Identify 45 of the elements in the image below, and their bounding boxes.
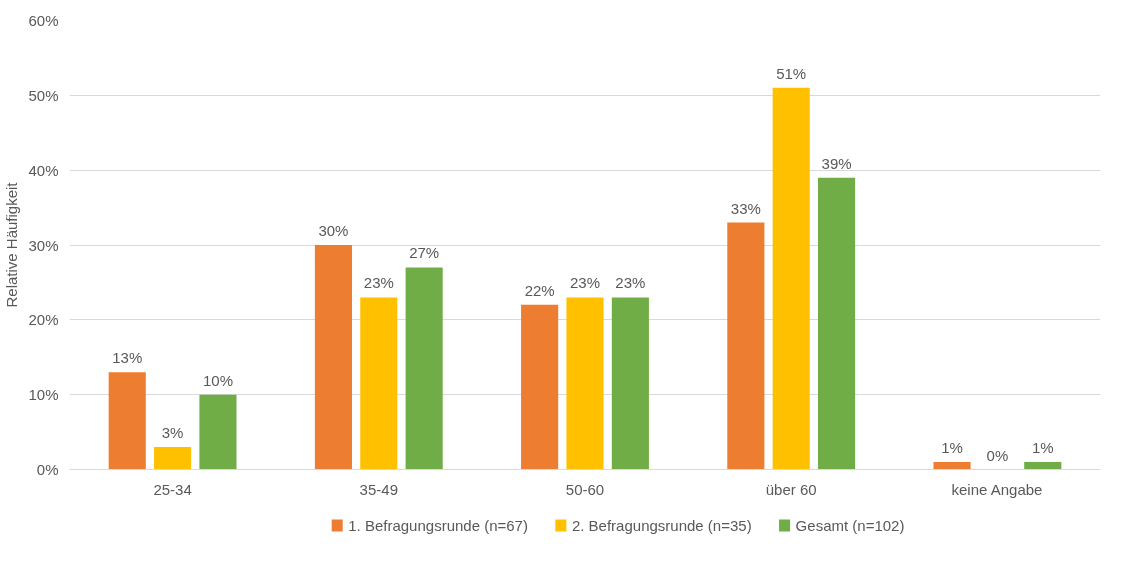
legend-label: Gesamt (n=102) (795, 517, 905, 534)
data-label: 27% (409, 244, 440, 262)
y-tick-label: 60% (28, 12, 59, 29)
bar (611, 297, 649, 470)
data-label: 23% (615, 274, 646, 292)
data-label: 30% (318, 222, 349, 239)
bar (933, 462, 971, 470)
data-label: 13% (112, 349, 143, 367)
data-label: 22% (524, 281, 555, 299)
bar (772, 87, 810, 470)
y-tick-label: 10% (28, 386, 59, 404)
bar (566, 297, 604, 470)
y-tick-label: 0% (36, 461, 59, 478)
bar (199, 394, 237, 470)
bar (818, 177, 856, 470)
data-label: 33% (730, 199, 761, 217)
legend-label: 2. Befragungsrunde (n=35) (571, 517, 752, 534)
data-label: 1% (941, 439, 963, 457)
data-label: 23% (363, 274, 394, 292)
data-label: 3% (161, 424, 184, 442)
legend-label: 1. Befragungsrunde (n=67) (348, 517, 528, 534)
bar (360, 297, 398, 470)
y-tick-label: 30% (28, 236, 59, 254)
y-tick-label: 50% (28, 86, 59, 104)
bar (314, 245, 352, 470)
bar (521, 304, 559, 470)
bar (1024, 462, 1062, 470)
y-axis-title: Relative Häufigkeit (3, 181, 21, 308)
x-tick-label: 50-60 (565, 480, 605, 498)
bar (405, 267, 443, 470)
x-tick-label: 25-34 (153, 480, 192, 498)
bar (727, 222, 765, 470)
x-tick-label: 35-49 (359, 480, 398, 498)
data-label: 1% (1031, 439, 1054, 457)
data-label: 39% (821, 154, 852, 172)
x-tick-label: keine Angabe (951, 480, 1043, 498)
x-tick-label: über 60 (765, 480, 817, 498)
data-label: 10% (202, 371, 233, 389)
y-tick-label: 20% (28, 311, 59, 329)
bar (108, 372, 146, 470)
data-label: 0% (986, 446, 1009, 464)
bar (154, 447, 192, 470)
y-tick-label: 40% (28, 161, 59, 179)
data-label: 23% (569, 274, 601, 292)
data-label: 51% (776, 64, 807, 82)
